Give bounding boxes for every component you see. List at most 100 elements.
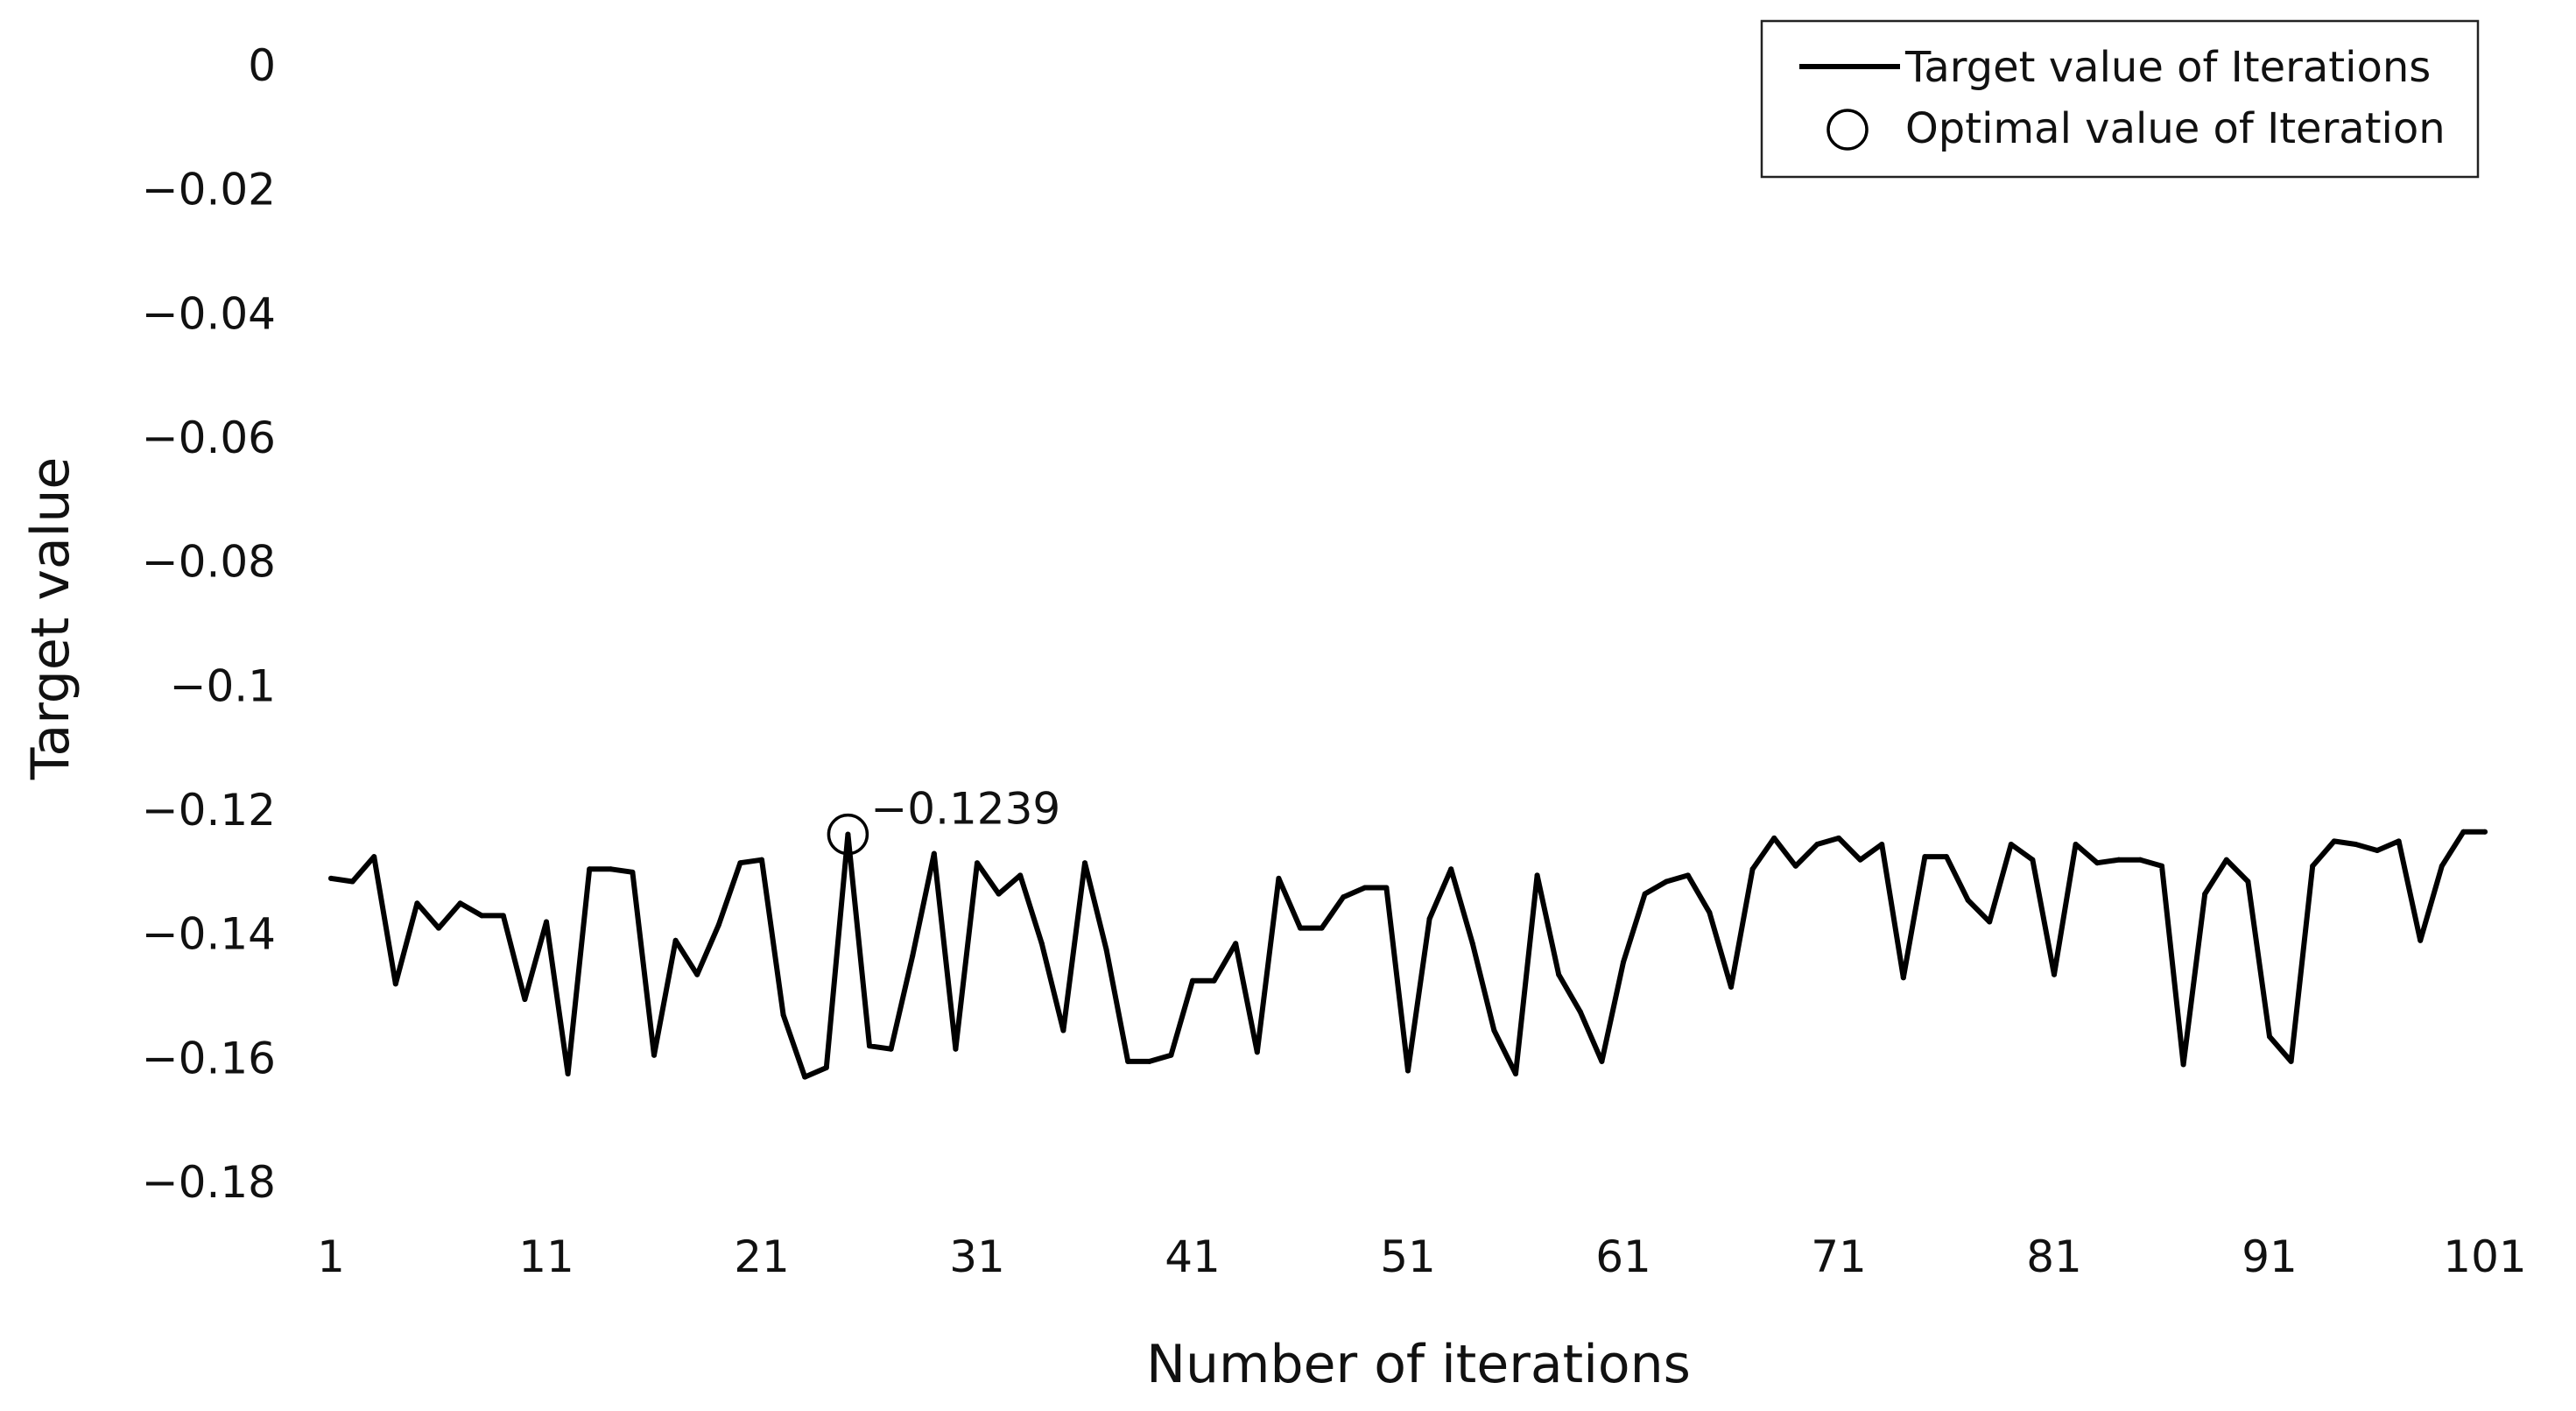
data-point [2439,863,2445,869]
data-point [1448,866,1454,872]
data-point [1944,854,1949,860]
data-point [1900,975,1906,981]
data-point [328,875,334,881]
x-tick-label: 11 [518,1231,574,1282]
data-point [544,919,549,925]
data-point [1038,941,1045,947]
y-tick-label: −0.04 [142,288,276,339]
data-point [457,900,463,907]
legend-label-optimal: Optimal value of Iteration [1905,104,2446,153]
data-point [953,1046,959,1052]
data-point [1922,854,1928,860]
legend-label-series: Target value of Iterations [1904,43,2431,92]
data-point [931,850,937,857]
data-point [1534,872,1540,878]
data-point [1426,915,1432,921]
optimal-value-label: −0.1239 [870,784,1060,835]
data-point [715,922,721,928]
data-point [2223,857,2229,863]
data-point [1060,1027,1066,1034]
data-point [910,953,916,959]
data-point [1082,860,1087,866]
data-point [1814,841,1820,847]
data-point [392,981,398,987]
data-point [2482,829,2488,835]
x-tick-label: 51 [1380,1231,1436,1282]
data-point [2202,891,2208,897]
data-point [1749,866,1756,872]
data-point [2073,841,2079,847]
data-point [2137,857,2143,863]
y-tick-label: −0.14 [142,909,276,960]
y-tick-label: −0.12 [142,785,276,836]
data-point [759,857,764,863]
x-axis-tick-labels: 1 11 21 31 41 51 61 71 81 91 101 [317,1231,2527,1282]
data-point [1233,941,1239,947]
data-point [2331,838,2337,844]
data-point [1792,863,1798,869]
data-point [2460,829,2467,835]
x-tick-label: 61 [1595,1231,1651,1282]
data-point [1728,984,1734,990]
data-point [1254,1049,1260,1055]
x-axis-title: Number of iterations [1146,1334,1691,1395]
data-point [349,878,355,885]
data-point [1341,894,1347,900]
data-point [414,900,420,907]
data-point [1513,1071,1518,1077]
data-point [1685,872,1691,878]
data-point [2267,1034,2272,1040]
y-tick-label: −0.08 [142,537,276,588]
x-tick-label: 41 [1165,1231,1221,1282]
data-point [436,925,441,931]
data-point [2396,838,2402,844]
data-point [1211,977,1217,984]
data-point [2008,841,2014,847]
data-point [2310,863,2316,869]
data-point [2052,971,2057,977]
data-point [1577,1009,1583,1015]
data-point [2094,860,2101,866]
data-point [1469,941,1475,947]
data-point [1168,1052,1174,1058]
data-point [823,1064,829,1070]
data-point [996,891,1002,897]
x-tick-label: 71 [1811,1231,1867,1282]
data-point [888,1046,894,1052]
y-tick-label: −0.02 [142,165,276,215]
x-tick-label: 1 [317,1231,345,1282]
data-point [1621,959,1626,965]
data-point [1405,1068,1411,1074]
y-tick-label: −0.18 [142,1157,276,1208]
data-point [694,971,700,977]
data-point [1017,872,1024,878]
x-tick-label: 91 [2242,1231,2298,1282]
data-point [479,913,485,919]
data-point [975,860,980,866]
data-point [2180,1062,2186,1068]
data-point [1383,885,1390,891]
data-point [1190,977,1195,984]
data-point [845,831,851,837]
data-point [2159,863,2164,869]
data-point [2418,937,2424,943]
data-point [1987,919,1993,925]
data-point [1146,1058,1152,1064]
legend: Target value of Iterations Optimal value… [1760,19,2480,179]
data-point [1857,857,1863,863]
optimal-value-marker [827,813,869,856]
data-point [1556,971,1562,977]
legend-circle-icon [1826,109,1869,151]
x-tick-label: 81 [2026,1231,2082,1282]
data-point [587,866,593,872]
data-point [1599,1058,1605,1064]
data-point [1276,875,1282,881]
data-point [630,869,636,875]
y-tick-label: −0.1 [170,660,276,711]
series-layer [328,829,2488,1080]
data-point [651,1052,657,1058]
data-point [1642,891,1648,897]
x-tick-label: 31 [949,1231,1005,1282]
